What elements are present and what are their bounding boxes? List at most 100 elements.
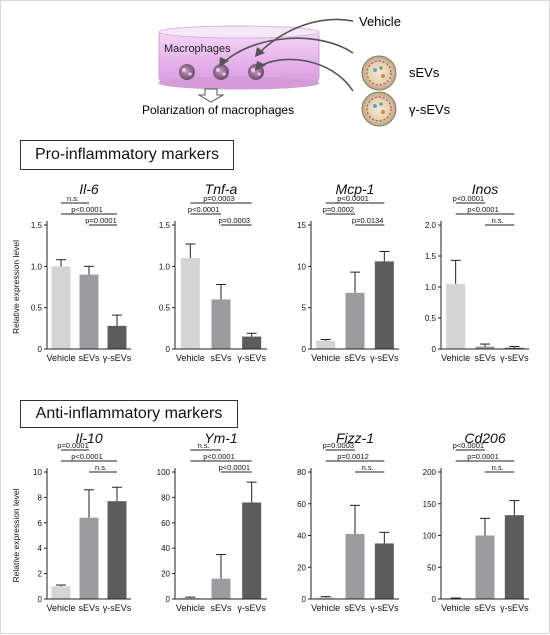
y-tick-label: 0 xyxy=(166,595,171,604)
chart-title: Fizz-1 xyxy=(336,430,374,446)
significance-label: p=0.0012 xyxy=(337,452,369,461)
bar xyxy=(345,292,365,349)
y-tick-label: 0 xyxy=(38,595,43,604)
y-tick-label: 100 xyxy=(423,532,437,541)
chart-title: Inos xyxy=(472,181,498,197)
sevs-vesicle-icon xyxy=(361,55,397,91)
y-tick-label: 0 xyxy=(302,595,307,604)
bar xyxy=(316,597,336,599)
pro-inflammatory-title: Pro-inflammatory markers xyxy=(34,146,220,163)
significance-label: n.s. xyxy=(362,463,374,472)
x-tick-label: sEVs xyxy=(474,353,496,363)
significance-label: p<0.0001 xyxy=(203,452,235,461)
bar xyxy=(180,258,200,349)
y-tick-label: 15 xyxy=(297,221,306,230)
significance-label: n.s. xyxy=(67,194,79,203)
bar xyxy=(242,336,262,349)
bar xyxy=(79,274,99,349)
y-tick-label: 80 xyxy=(297,468,306,477)
significance-label: p=0.0134 xyxy=(352,216,384,225)
y-tick-label: 0.5 xyxy=(425,314,437,323)
significance-label: p<0.0001 xyxy=(453,441,485,450)
x-tick-label: Vehicle xyxy=(46,603,75,613)
chart-ym-1: Ym-1 0 20 40 60 80 100 Vehicle sEVs γ-sEVs n.s. p<0… xyxy=(157,430,267,613)
y-tick-label: 4 xyxy=(38,544,43,553)
y-tick-label: 20 xyxy=(161,570,170,579)
chart-title: Mcp-1 xyxy=(336,181,375,197)
chart-cd206: Cd206 0 50 100 150 200 Vehicle sEVs γ-sEVs p<0.00… xyxy=(423,430,529,613)
significance-label: p=0.0003 xyxy=(219,216,251,225)
x-tick-label: sEVs xyxy=(210,353,232,363)
bar xyxy=(211,578,231,599)
chart-title: Ym-1 xyxy=(204,430,237,446)
chart-mcp-1: Mcp-1 0 5 10 15 Vehicle sEVs γ-sEVs p<0.0001 p=0.… xyxy=(297,181,399,363)
significance-label: p=0.0002 xyxy=(323,205,355,214)
pro-inflammatory-title-box: Pro-inflammatory markers xyxy=(20,140,234,170)
x-tick-label: γ-sEVs xyxy=(500,353,529,363)
x-tick-label: γ-sEVs xyxy=(500,603,529,613)
significance-label: n.s. xyxy=(198,441,210,450)
y-tick-label: 1.5 xyxy=(159,221,171,230)
chart-il-10: Il-10 0 2 4 6 8 10 Vehicle sEVs γ-sEVs p=0.0001 p<0… xyxy=(11,430,132,613)
bar xyxy=(51,266,71,349)
significance-label: n.s. xyxy=(95,463,107,472)
schematic: Macrophages xyxy=(142,14,451,127)
y-tick-label: 0.5 xyxy=(31,304,43,313)
chart-tnf-a: Tnf-a 0 0.5 1.0 1.5 Vehicle sEVs γ-sEVs p=0.0003… xyxy=(159,181,267,363)
bar xyxy=(475,346,495,349)
macrophage-cell-icon xyxy=(179,64,195,80)
y-tick-label: 2 xyxy=(38,570,43,579)
bar xyxy=(242,502,262,599)
y-tick-label: 100 xyxy=(157,468,171,477)
y-tick-label: 0 xyxy=(302,345,307,354)
bar xyxy=(504,347,524,349)
x-tick-label: γ-sEVs xyxy=(103,353,132,363)
y-tick-label: 60 xyxy=(161,519,170,528)
y-tick-label: 80 xyxy=(161,493,170,502)
gamma-sevs-vesicle-icon xyxy=(361,91,397,127)
x-tick-label: Vehicle xyxy=(441,603,470,613)
y-tick-label: 0 xyxy=(432,345,437,354)
arrow-gamma-sevs xyxy=(258,58,354,92)
y-tick-label: 0 xyxy=(38,345,43,354)
significance-label: p=0.0003 xyxy=(203,194,235,203)
x-tick-label: γ-sEVs xyxy=(370,603,399,613)
treatment-label-gamma-sevs: γ-sEVs xyxy=(409,102,451,117)
anti-inflammatory-title-box: Anti-inflammatory markers xyxy=(20,400,238,428)
x-tick-label: Vehicle xyxy=(176,603,205,613)
y-tick-label: 1.0 xyxy=(159,262,171,271)
treatment-label-vehicle: Vehicle xyxy=(359,14,401,29)
y-tick-label: 60 xyxy=(297,500,306,509)
bar xyxy=(374,261,394,349)
x-tick-label: sEVs xyxy=(78,603,100,613)
chart-title: Il-6 xyxy=(79,181,99,197)
significance-label: p<0.0001 xyxy=(71,452,103,461)
treatment-arrows xyxy=(222,18,354,92)
chart-inos: Inos 0 0.5 1.0 1.5 2.0 Vehicle sEVs γ-sEVs p<0.00… xyxy=(425,181,529,363)
x-tick-label: γ-sEVs xyxy=(103,603,132,613)
significance-label: p<0.0001 xyxy=(467,205,499,214)
y-tick-label: 40 xyxy=(161,544,170,553)
y-tick-label: 40 xyxy=(297,532,306,541)
significance-label: p=0.0001 xyxy=(467,452,499,461)
chart-title: Cd206 xyxy=(464,430,505,446)
y-tick-label: 2.0 xyxy=(425,221,437,230)
x-tick-label: Vehicle xyxy=(46,353,75,363)
significance-label: p=0.0001 xyxy=(85,216,117,225)
anti-inflammatory-title: Anti-inflammatory markers xyxy=(35,405,223,422)
bar xyxy=(107,501,127,599)
y-tick-label: 10 xyxy=(297,262,306,271)
bar xyxy=(51,586,71,599)
arrow-heads xyxy=(219,47,266,71)
x-tick-label: Vehicle xyxy=(311,603,340,613)
significance-label: p<0.0001 xyxy=(219,463,251,472)
x-tick-label: γ-sEVs xyxy=(237,603,266,613)
bar xyxy=(211,299,231,349)
bar xyxy=(345,533,365,599)
y-tick-label: 20 xyxy=(297,563,306,572)
chart-fizz-1: Fizz-1 0 20 40 60 80 Vehicle sEVs γ-sEVs p=0.0003… xyxy=(297,430,399,613)
treatment-label-sevs: sEVs xyxy=(409,65,440,80)
